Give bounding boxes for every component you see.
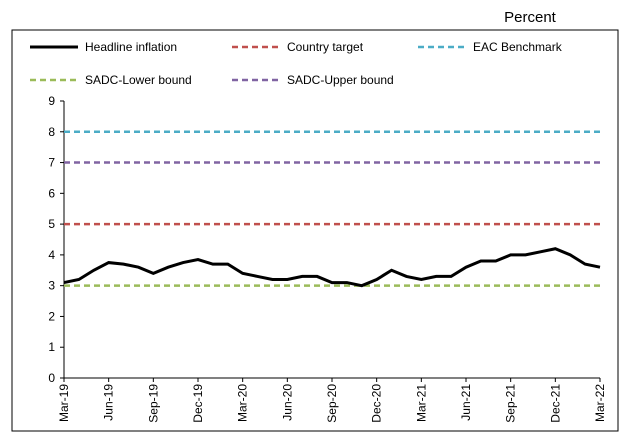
y-tick-label: 1	[48, 340, 55, 354]
x-tick-label: Sep-19	[146, 384, 160, 423]
x-tick-label: Jun-20	[280, 384, 294, 421]
legend-label: Country target	[287, 40, 364, 54]
y-tick-label: 3	[48, 279, 55, 293]
y-tick-label: 5	[48, 217, 55, 231]
x-tick-label: Jun-21	[459, 384, 473, 421]
y-tick-label: 6	[48, 186, 55, 200]
chart-frame	[11, 29, 619, 432]
x-tick-label: Dec-20	[370, 384, 384, 423]
legend-label: SADC-Upper bound	[287, 73, 394, 87]
x-tick-label: Dec-21	[548, 384, 562, 423]
x-tick-label: Mar-20	[236, 384, 250, 422]
x-tick-label: Sep-21	[504, 384, 518, 423]
x-tick-label: Mar-21	[414, 384, 428, 422]
y-tick-label: 0	[48, 371, 55, 385]
y-tick-label: 8	[48, 125, 55, 139]
x-tick-label: Mar-22	[593, 384, 607, 422]
legend-label: SADC-Lower bound	[85, 73, 192, 87]
y-tick-label: 7	[48, 156, 55, 170]
y-tick-label: 9	[48, 94, 55, 108]
series-line	[63, 247, 601, 288]
y-tick-label: 2	[48, 309, 55, 323]
x-tick-label: Sep-20	[325, 384, 339, 423]
x-tick-label: Mar-19	[57, 384, 71, 422]
x-tick-label: Dec-19	[191, 384, 205, 423]
x-tick-label: Jun-19	[102, 384, 116, 421]
y-tick-label: 4	[48, 248, 55, 262]
legend-label: Headline inflation	[85, 40, 177, 54]
unit-label: Percent	[504, 9, 557, 26]
legend-label: EAC Benchmark	[473, 40, 563, 54]
